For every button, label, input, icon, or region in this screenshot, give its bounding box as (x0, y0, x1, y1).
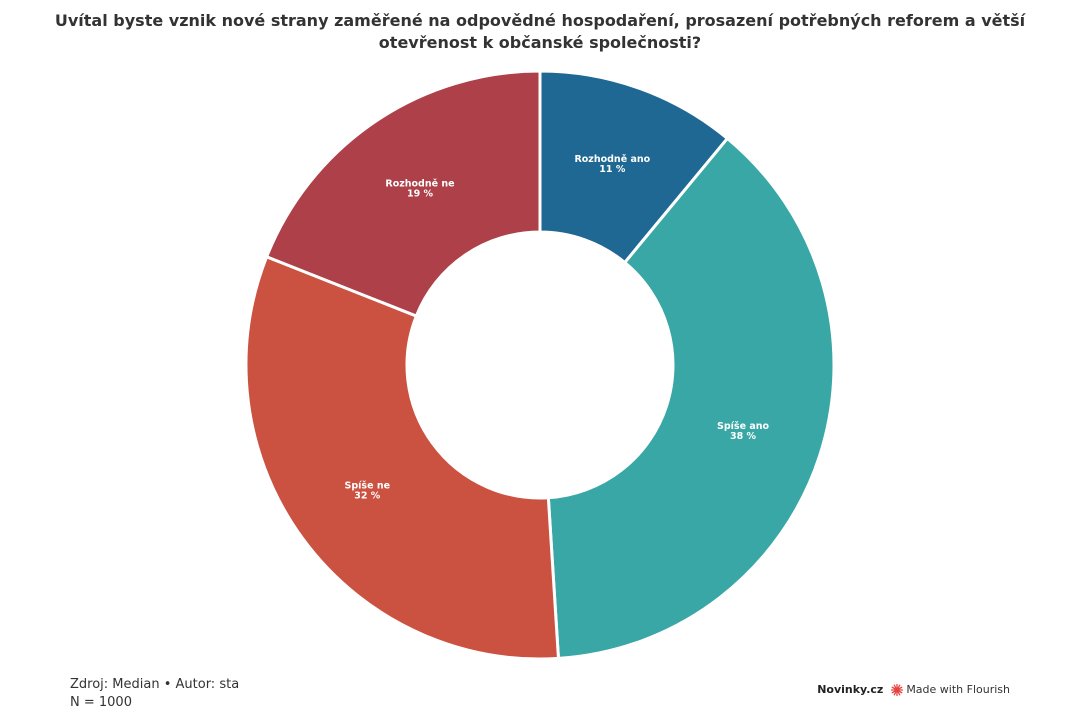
slice-value-label-0: 11 % (599, 164, 626, 175)
slice-label-2: Spíše ne 32 % (345, 480, 391, 501)
slice-value-label-3: 19 % (407, 188, 434, 199)
branding: Novinky.cz Made with Flourish (817, 683, 1010, 696)
flourish-credit-label: Made with Flourish (906, 683, 1010, 696)
slice-value-label-1: 38 % (730, 431, 757, 442)
sample-size-note: N = 1000 (70, 695, 132, 710)
slice-label-1: Spíše ano 38 % (717, 421, 769, 442)
donut-slice-1[interactable] (546, 136, 836, 661)
slice-category-label-1: Spíše ano (717, 421, 769, 432)
chart-title: Uvítal byste vznik nové strany zaměřené … (40, 10, 1040, 54)
source-note: Zdroj: Median • Autor: sta (70, 677, 240, 692)
flourish-credit[interactable]: Made with Flourish (891, 683, 1010, 696)
slice-label-0: Rozhodně ano 11 % (574, 154, 650, 175)
slice-category-label-3: Rozhodně ne (385, 178, 454, 189)
slice-category-label-0: Rozhodně ano (574, 154, 650, 165)
chart-title-line-1: Uvítal byste vznik nové strany zaměřené … (54, 11, 1026, 30)
donut-slice-0[interactable] (538, 69, 730, 265)
chart-title-line-2: otevřenost k občanské společnosti? (378, 33, 702, 52)
slice-value-label-2: 32 % (354, 490, 381, 501)
flourish-burst-icon (891, 683, 904, 696)
donut-slice-3[interactable] (264, 69, 542, 318)
chart-footer: Zdroj: Median • Autor: sta N = 1000 (70, 676, 239, 712)
novinky-logo[interactable]: Novinky.cz (817, 683, 884, 696)
slice-category-label-2: Spíše ne (345, 480, 391, 491)
slice-label-3: Rozhodně ne 19 % (385, 178, 454, 199)
donut-slice-2[interactable] (244, 254, 561, 661)
